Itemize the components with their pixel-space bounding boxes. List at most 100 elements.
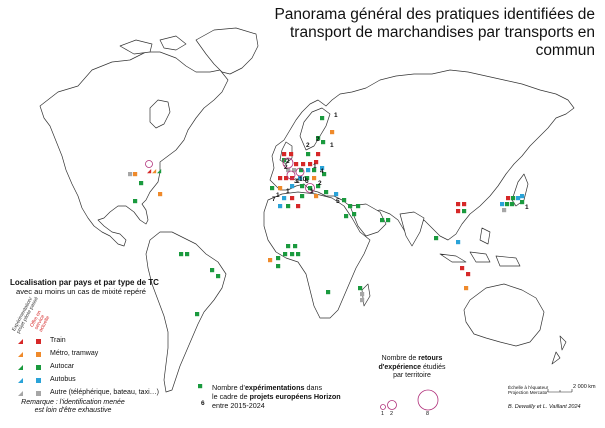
title-line-1: Panorama général des pratiques identifié… xyxy=(274,6,595,23)
greenland-shape xyxy=(195,27,259,75)
marker-iran-autocar xyxy=(356,204,361,209)
scale-distance: 2 000 km xyxy=(573,384,596,390)
scale-bar xyxy=(547,389,573,393)
retours-line2-bold: d'expérience xyxy=(378,363,421,371)
map-number-label: 1 xyxy=(313,163,317,170)
marker-europe-metro_tramway xyxy=(330,130,335,135)
map-number-label: 2 xyxy=(284,164,288,171)
marker-europe-autocar xyxy=(270,186,275,191)
marker-europe-autobus xyxy=(278,204,283,209)
marker-korea2-autocar xyxy=(511,196,516,201)
marker-arabia-autocar xyxy=(352,212,357,217)
marker-europe-autocar xyxy=(300,194,305,199)
marker-chile-autocar xyxy=(195,312,200,317)
marker-europe-train xyxy=(301,162,306,167)
marker-gulf-autocar xyxy=(380,218,385,223)
legend-retours-circles xyxy=(380,389,439,411)
marker-canada-train xyxy=(147,169,152,174)
retours-circle-italy xyxy=(305,183,315,193)
map-number-label: 1 xyxy=(330,142,334,149)
retours-circle-canada xyxy=(145,160,153,168)
marker-wafrica-autocar xyxy=(276,256,281,261)
retours-line1-bold: retours xyxy=(418,355,443,362)
legend-title-sub: avec au moins un cas de mixité repéré xyxy=(16,287,147,296)
marker-europe-autocar xyxy=(306,152,311,157)
marker-indonesia2-train xyxy=(466,272,471,277)
map-number-label: 3 xyxy=(294,178,298,185)
credit: B. Dewailly et L. Vaillant 2024 xyxy=(508,404,581,410)
south-america-shape xyxy=(145,231,227,393)
retours-circle-uk xyxy=(282,157,294,169)
marker-europe-autocar xyxy=(299,168,304,173)
marker-europe-metro_tramway xyxy=(314,194,319,199)
marker-europe-train xyxy=(314,160,319,165)
land-outlines xyxy=(39,27,575,393)
marker-indonesia3-metro xyxy=(464,286,469,291)
scale-note-1: Échelle à l'équateur xyxy=(508,385,549,390)
marker-egypt-autocar xyxy=(344,214,349,219)
marker-korea3-autobus xyxy=(500,202,505,207)
map-number-label: 2 xyxy=(286,158,290,165)
marker-usa-autocar xyxy=(139,181,144,186)
marker-europe-train xyxy=(278,176,283,181)
marker-tanzania-autocar xyxy=(326,290,331,295)
retours-line2-post: étudiés xyxy=(421,363,446,371)
map-number-label: 1 xyxy=(276,192,280,199)
marker-europe-autocar xyxy=(308,186,313,191)
legend-label-autocar: Autocar xyxy=(50,363,75,370)
marker-indonesia-train xyxy=(460,266,465,271)
marker-ghana-autocar xyxy=(276,264,281,269)
marker-usa-south-autocar xyxy=(133,199,138,204)
map-markers xyxy=(128,116,525,389)
legend-label-autobus: Autobus xyxy=(50,376,76,383)
marker-venezuela-autocar xyxy=(185,252,190,257)
legend-label-train: Train xyxy=(50,337,66,344)
remark-line-1: Remarque : l'identification menée xyxy=(21,399,125,406)
legend-circle-2 xyxy=(387,400,397,410)
legend-circle-1 xyxy=(380,404,386,410)
exp-line1-pre: Nombre d' xyxy=(212,383,245,392)
retours-line3: par territoire xyxy=(393,372,431,379)
map-number-label: 1 xyxy=(310,188,314,195)
marker-madagascar-autocar xyxy=(358,286,363,291)
marker-europe-autobus xyxy=(320,166,325,171)
map-number-label: 1 xyxy=(334,112,338,119)
map-number-label: 2 xyxy=(316,136,320,143)
se-asia-islands-shape xyxy=(439,227,521,267)
exp-line2-pre: le cadre de xyxy=(212,392,250,401)
legend-square-train xyxy=(36,339,41,344)
marker-brazil-south-autocar xyxy=(216,274,221,279)
legend-title-bold: Localisation par pays et par type de TC xyxy=(10,278,159,287)
marker-europe-autobus xyxy=(290,184,295,189)
map-title: Panorama général des pratiques identifié… xyxy=(265,6,595,60)
marker-colombia-autocar xyxy=(179,252,184,257)
map-number-label: 2 xyxy=(306,142,310,149)
marker-europe-autre xyxy=(286,168,291,173)
marker-europe-autocar xyxy=(316,136,321,141)
legend-triangle-autre xyxy=(18,391,23,396)
india-shape xyxy=(399,211,425,247)
marker-philippines-autobus xyxy=(456,240,461,245)
map-number-label: 4 xyxy=(320,168,324,175)
map-number-label: 10 xyxy=(299,176,307,183)
legend-circle-8 xyxy=(417,389,439,411)
marker-chad-autocar xyxy=(293,244,298,249)
marker-gulf2-autocar xyxy=(386,218,391,223)
arabia-shape xyxy=(349,203,387,237)
map-number-label: 5 xyxy=(336,198,340,205)
new-zealand-shape xyxy=(551,335,567,365)
marker-europe-autobus xyxy=(306,168,311,173)
exp-line2-bold: projets européens Horizon xyxy=(249,392,341,401)
legend-triangle-autobus xyxy=(18,378,23,383)
marker-levant-autocar xyxy=(348,204,353,209)
legend-square-autre xyxy=(36,391,41,396)
scale-note: Échelle à l'équateur Projection Mercator xyxy=(508,385,548,395)
retours-size-8: 8 xyxy=(426,411,430,417)
marker-china-train xyxy=(456,202,461,207)
remark-line-2: est loin d'être exhaustive xyxy=(34,407,112,414)
marker-china4-autocar xyxy=(462,209,467,214)
map-number-label: 7 xyxy=(272,196,276,203)
marker-europe-train xyxy=(290,196,295,201)
marker-europe-autocar xyxy=(316,184,321,189)
retours-line1-pre: Nombre de xyxy=(381,355,419,362)
